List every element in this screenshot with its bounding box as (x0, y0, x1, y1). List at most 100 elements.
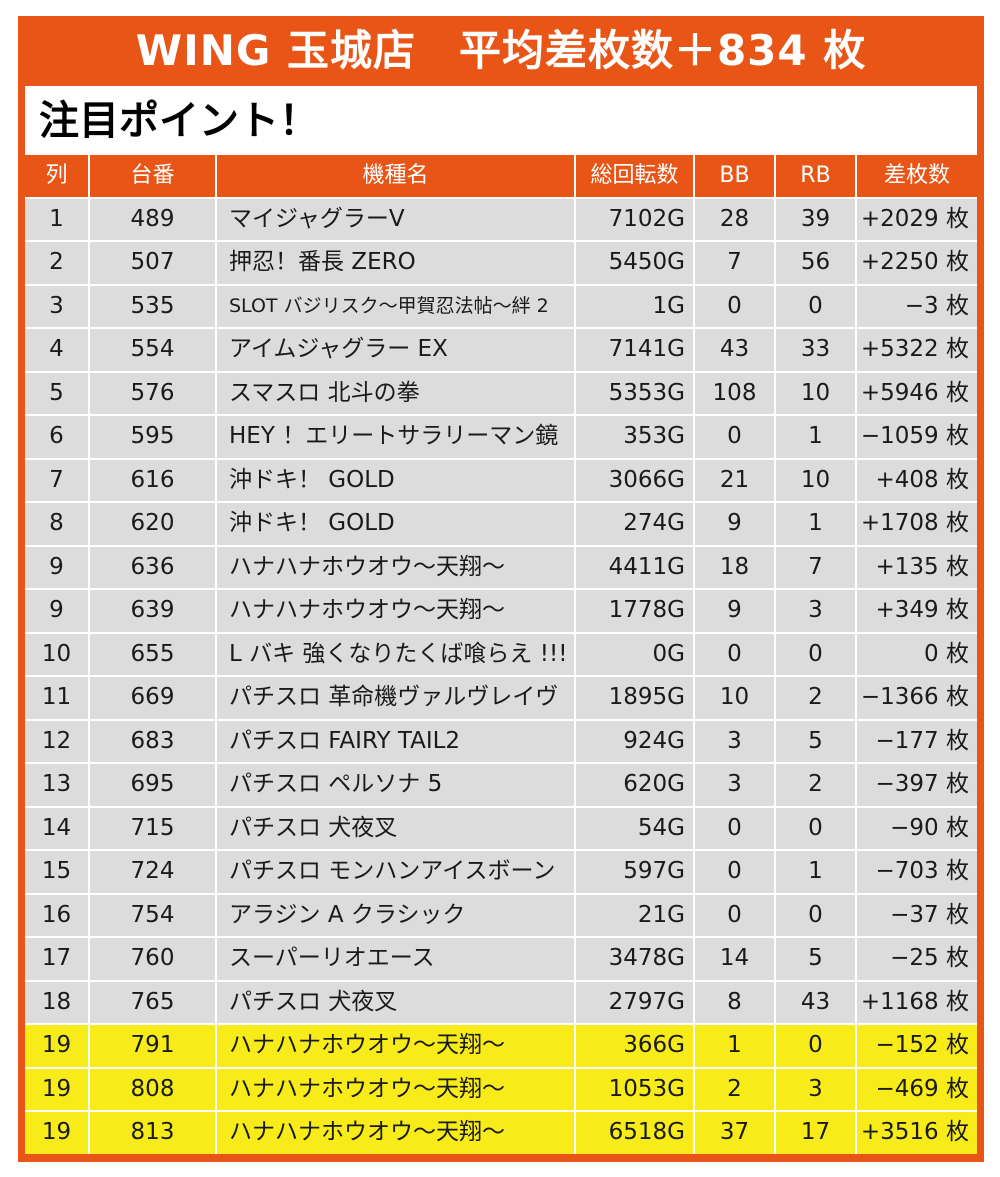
row-machine-number-cell: 620 (90, 503, 215, 545)
row-medal-difference-cell: +3516 枚 (857, 1112, 977, 1154)
row-machine-number-cell: 808 (90, 1068, 215, 1110)
row-bb-cell: 0 (695, 851, 774, 893)
row-machine-number-cell: 695 (90, 764, 215, 806)
table-row: 14 715 パチスロ 犬夜叉 54G 0 0 −90 枚 (25, 805, 977, 849)
row-total-spins-cell: 7141G (576, 329, 693, 371)
row-medal-difference-cell: +135 枚 (857, 546, 977, 588)
row-machine-number-cell: 683 (90, 720, 215, 762)
row-total-spins-cell: 274G (576, 503, 693, 545)
table-row: 19 808 ハナハナホウオウ～天翔～ 1053G 2 3 −469 枚 (25, 1066, 977, 1110)
row-rb-cell: 2 (776, 677, 855, 719)
table-row: 13 695 パチスロ ペルソナ 5 620G 3 2 −397 枚 (25, 762, 977, 806)
row-bb-cell: 0 (695, 285, 774, 327)
row-column-cell: 17 (25, 938, 88, 980)
header-total-spins: 総回転数 (576, 155, 693, 197)
table-row: 12 683 パチスロ FAIRY TAIL2 924G 3 5 −177 枚 (25, 718, 977, 762)
row-medal-difference-cell: −90 枚 (857, 807, 977, 849)
row-machine-number-cell: 655 (90, 633, 215, 675)
row-machine-number-cell: 760 (90, 938, 215, 980)
row-model-name-cell: HEY ！エリートサラリーマン鏡 (217, 416, 574, 458)
row-column-cell: 15 (25, 851, 88, 893)
machine-table: 列 台番 機種名 総回転数 BB RB 差枚数 1 489 マイジャグラーV 7102… (25, 153, 977, 1154)
table-row: 2 507 押忍！番長 ZERO 5450G 7 56 +2250 枚 (25, 240, 977, 284)
row-column-cell: 4 (25, 329, 88, 371)
row-rb-cell: 39 (776, 198, 855, 240)
row-model-name-cell: スーパーリオエース (217, 938, 574, 980)
row-model-name-cell: L バキ 強くなりたくば喰らえ !!! (217, 633, 574, 675)
table-row: 6 595 HEY ！エリートサラリーマン鏡 353G 0 1 −1059 枚 (25, 414, 977, 458)
row-column-cell: 7 (25, 459, 88, 501)
table-row: 5 576 スマスロ 北斗の拳 5353G 108 10 +5946 枚 (25, 370, 977, 414)
row-total-spins-cell: 7102G (576, 198, 693, 240)
table-row: 19 791 ハナハナホウオウ～天翔～ 366G 1 0 −152 枚 (25, 1023, 977, 1067)
row-rb-cell: 0 (776, 894, 855, 936)
table-row: 15 724 パチスロ モンハンアイスボーン 597G 0 1 −703 枚 (25, 849, 977, 893)
row-model-name-cell: ハナハナホウオウ～天翔～ (217, 546, 574, 588)
row-rb-cell: 10 (776, 372, 855, 414)
row-bb-cell: 43 (695, 329, 774, 371)
table-header-row: 列 台番 機種名 総回転数 BB RB 差枚数 (25, 153, 977, 197)
row-bb-cell: 108 (695, 372, 774, 414)
table-row: 10 655 L バキ 強くなりたくば喰らえ !!! 0G 0 0 0 枚 (25, 631, 977, 675)
row-rb-cell: 43 (776, 981, 855, 1023)
row-bb-cell: 0 (695, 416, 774, 458)
row-total-spins-cell: 620G (576, 764, 693, 806)
table-row: 1 489 マイジャグラーV 7102G 28 39 +2029 枚 (25, 196, 977, 240)
row-bb-cell: 9 (695, 590, 774, 632)
row-rb-cell: 0 (776, 633, 855, 675)
row-bb-cell: 8 (695, 981, 774, 1023)
row-model-name-cell: ハナハナホウオウ～天翔～ (217, 590, 574, 632)
table-body: 1 489 マイジャグラーV 7102G 28 39 +2029 枚 2 507 押忍！番長 ZE… (25, 196, 977, 1154)
row-model-name-cell: ハナハナホウオウ～天翔～ (217, 1112, 574, 1154)
row-medal-difference-cell: −1059 枚 (857, 416, 977, 458)
row-machine-number-cell: 535 (90, 285, 215, 327)
row-medal-difference-cell: −469 枚 (857, 1068, 977, 1110)
row-model-name-cell: ハナハナホウオウ～天翔～ (217, 1068, 574, 1110)
row-model-name-cell: アラジン A クラシック (217, 894, 574, 936)
row-machine-number-cell: 765 (90, 981, 215, 1023)
row-total-spins-cell: 21G (576, 894, 693, 936)
row-model-name-cell: ハナハナホウオウ～天翔～ (217, 1025, 574, 1067)
row-medal-difference-cell: +5946 枚 (857, 372, 977, 414)
row-column-cell: 11 (25, 677, 88, 719)
row-rb-cell: 0 (776, 807, 855, 849)
row-rb-cell: 7 (776, 546, 855, 588)
row-bb-cell: 0 (695, 633, 774, 675)
row-rb-cell: 17 (776, 1112, 855, 1154)
row-bb-cell: 28 (695, 198, 774, 240)
row-bb-cell: 2 (695, 1068, 774, 1110)
row-column-cell: 14 (25, 807, 88, 849)
report-frame: WING 玉城店 平均差枚数＋834 枚 注目ポイント！ 列 台番 機種名 総回… (18, 16, 984, 1162)
row-machine-number-cell: 616 (90, 459, 215, 501)
table-row: 19 813 ハナハナホウオウ～天翔～ 6518G 37 17 +3516 枚 (25, 1110, 977, 1154)
row-medal-difference-cell: +2029 枚 (857, 198, 977, 240)
row-total-spins-cell: 1895G (576, 677, 693, 719)
row-column-cell: 9 (25, 546, 88, 588)
header-machine-number: 台番 (90, 155, 215, 197)
row-bb-cell: 0 (695, 807, 774, 849)
row-model-name-cell: パチスロ モンハンアイスボーン (217, 851, 574, 893)
row-medal-difference-cell: +1708 枚 (857, 503, 977, 545)
table-row: 9 639 ハナハナホウオウ～天翔～ 1778G 9 3 +349 枚 (25, 588, 977, 632)
row-bb-cell: 0 (695, 894, 774, 936)
row-column-cell: 13 (25, 764, 88, 806)
row-machine-number-cell: 715 (90, 807, 215, 849)
row-column-cell: 3 (25, 285, 88, 327)
row-model-name-cell: パチスロ 犬夜叉 (217, 981, 574, 1023)
row-bb-cell: 21 (695, 459, 774, 501)
row-rb-cell: 5 (776, 720, 855, 762)
row-total-spins-cell: 3066G (576, 459, 693, 501)
row-column-cell: 18 (25, 981, 88, 1023)
row-bb-cell: 3 (695, 764, 774, 806)
row-total-spins-cell: 597G (576, 851, 693, 893)
row-machine-number-cell: 724 (90, 851, 215, 893)
row-machine-number-cell: 639 (90, 590, 215, 632)
row-total-spins-cell: 0G (576, 633, 693, 675)
table-row: 18 765 パチスロ 犬夜叉 2797G 8 43 +1168 枚 (25, 979, 977, 1023)
table-row: 16 754 アラジン A クラシック 21G 0 0 −37 枚 (25, 892, 977, 936)
row-bb-cell: 3 (695, 720, 774, 762)
table-row: 17 760 スーパーリオエース 3478G 14 5 −25 枚 (25, 936, 977, 980)
row-total-spins-cell: 924G (576, 720, 693, 762)
row-machine-number-cell: 554 (90, 329, 215, 371)
header-bb: BB (695, 155, 774, 197)
